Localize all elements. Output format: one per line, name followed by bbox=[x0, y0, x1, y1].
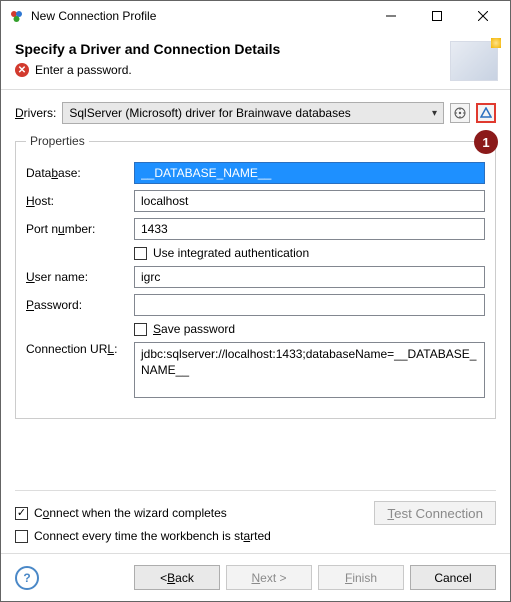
wizard-header: Specify a Driver and Connection Details … bbox=[1, 31, 510, 90]
titlebar: New Connection Profile bbox=[1, 1, 510, 31]
port-input[interactable] bbox=[134, 218, 485, 240]
test-connection-button[interactable]: Test Connection bbox=[374, 501, 496, 525]
password-input[interactable] bbox=[134, 294, 485, 316]
drivers-selected: SqlServer (Microsoft) driver for Brainwa… bbox=[69, 106, 350, 120]
host-input[interactable] bbox=[134, 190, 485, 212]
annotation-callout-1: 1 bbox=[474, 130, 498, 154]
app-icon bbox=[9, 8, 25, 24]
drivers-row: Drivers: SqlServer (Microsoft) driver fo… bbox=[15, 102, 496, 124]
username-input[interactable] bbox=[134, 266, 485, 288]
error-text: Enter a password. bbox=[35, 63, 132, 77]
properties-legend: Properties bbox=[26, 134, 89, 148]
save-password-checkbox[interactable] bbox=[134, 323, 147, 336]
connect-on-complete-label: Connect when the wizard completes bbox=[34, 506, 227, 520]
lower-options: ✓ Connect when the wizard completes Test… bbox=[15, 490, 496, 547]
save-password-row[interactable]: Save password bbox=[134, 322, 485, 336]
driver-properties-button[interactable] bbox=[450, 103, 470, 123]
wizard-footer: ? < Back Next > Finish Cancel bbox=[1, 553, 510, 601]
back-button[interactable]: < Back bbox=[134, 565, 220, 590]
next-button: Next > bbox=[226, 565, 312, 590]
drivers-dropdown[interactable]: SqlServer (Microsoft) driver for Brainwa… bbox=[62, 102, 444, 124]
database-label: Database: bbox=[26, 166, 126, 180]
wizard-banner-image bbox=[450, 41, 498, 81]
url-textarea[interactable]: jdbc:sqlserver://localhost:1433;database… bbox=[134, 342, 485, 398]
integrated-auth-label: Use integrated authentication bbox=[153, 246, 309, 260]
connect-on-startup-checkbox[interactable] bbox=[15, 530, 28, 543]
properties-group: Properties Database: Host: Port number: … bbox=[15, 134, 496, 419]
port-label: Port number: bbox=[26, 222, 126, 236]
url-label: Connection URL: bbox=[26, 342, 126, 356]
integrated-auth-checkbox[interactable] bbox=[134, 247, 147, 260]
host-label: Host: bbox=[26, 194, 126, 208]
integrated-auth-row[interactable]: Use integrated authentication bbox=[134, 246, 485, 260]
error-icon: ✕ bbox=[15, 63, 29, 77]
chevron-down-icon: ▾ bbox=[432, 108, 437, 119]
password-label: Password: bbox=[26, 298, 126, 312]
connect-on-startup-row[interactable]: Connect every time the workbench is star… bbox=[15, 529, 271, 543]
finish-button: Finish bbox=[318, 565, 404, 590]
connect-on-complete-checkbox[interactable]: ✓ bbox=[15, 507, 28, 520]
username-label: User name: bbox=[26, 270, 126, 284]
error-banner: ✕ Enter a password. bbox=[15, 63, 496, 77]
window-title: New Connection Profile bbox=[31, 9, 368, 23]
close-button[interactable] bbox=[460, 1, 506, 31]
drivers-label: Drivers: bbox=[15, 106, 56, 120]
connect-on-complete-row[interactable]: ✓ Connect when the wizard completes bbox=[15, 506, 227, 520]
cancel-button[interactable]: Cancel bbox=[410, 565, 496, 590]
database-input[interactable] bbox=[134, 162, 485, 184]
minimize-button[interactable] bbox=[368, 1, 414, 31]
wizard-body: Drivers: SqlServer (Microsoft) driver fo… bbox=[1, 90, 510, 431]
save-password-label: Save password bbox=[153, 322, 235, 336]
connect-on-startup-label: Connect every time the workbench is star… bbox=[34, 529, 271, 543]
maximize-button[interactable] bbox=[414, 1, 460, 31]
page-heading: Specify a Driver and Connection Details bbox=[15, 41, 496, 57]
new-driver-button[interactable] bbox=[476, 103, 496, 123]
help-button[interactable]: ? bbox=[15, 566, 39, 590]
